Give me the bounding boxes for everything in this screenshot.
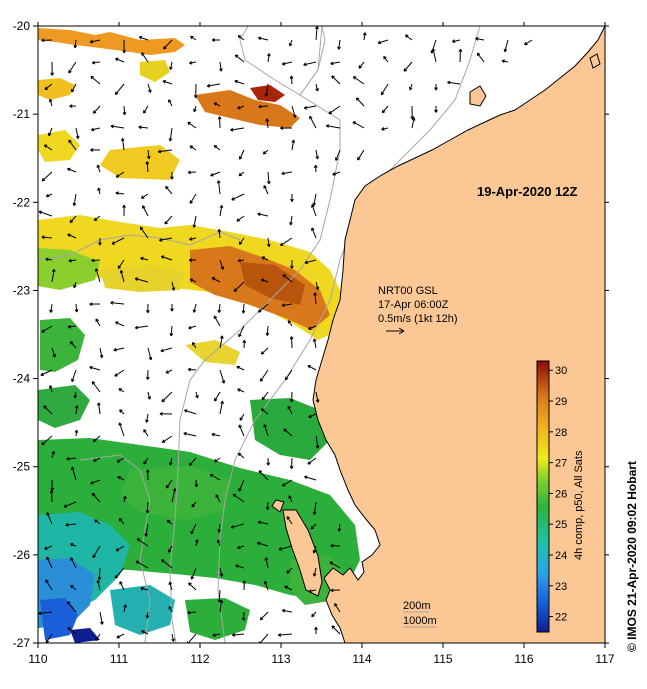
x-tick-label: 113	[271, 652, 290, 666]
y-tick-label: -27	[13, 636, 31, 650]
y-tick-label: -25	[13, 460, 31, 474]
y-tick-label: -26	[13, 548, 31, 562]
y-tick-label: -22	[13, 195, 31, 209]
colorbar-gradient	[537, 361, 549, 632]
y-tick-label: -20	[13, 19, 31, 33]
colorbar-tick-label: 26	[555, 488, 567, 500]
y-tick-label: -21	[13, 107, 31, 121]
colorbar-tick-label: 25	[555, 519, 567, 531]
isobath-1000m-label: 1000m	[403, 615, 437, 627]
source-time: 17-Apr 06:00Z	[378, 299, 449, 311]
x-tick-label: 110	[28, 652, 47, 666]
source-label: NRT00 GSL	[378, 285, 438, 297]
x-tick-label: 115	[433, 652, 452, 666]
colorbar-tick-label: 27	[555, 458, 567, 470]
isobath-200m-label: 200m	[403, 600, 431, 612]
colorbar-tick-label: 23	[555, 581, 567, 593]
x-tick-label: 114	[352, 652, 371, 666]
x-tick-label: 116	[514, 652, 533, 666]
x-tick-label: 112	[190, 652, 209, 666]
colorbar-tick-label: 30	[555, 365, 567, 377]
colorbar-tick-label: 29	[555, 396, 567, 408]
colorbar-label: 4h comp, p50, All Sats	[573, 450, 585, 560]
y-tick-label: -23	[13, 283, 31, 297]
colorbar-tick-label: 24	[555, 550, 567, 562]
map-title: 19-Apr-2020 12Z	[477, 184, 577, 199]
x-tick-label: 111	[110, 652, 129, 666]
x-tick-label: 117	[595, 652, 614, 666]
colorbar-tick-label: 22	[555, 612, 567, 624]
colorbar-tick-label: 28	[555, 427, 567, 439]
vector-scale-label: 0.5m/s (1kt 12h)	[378, 313, 457, 325]
credit-label: © IMOS 21-Apr-2020 09:02 Hobart	[625, 461, 639, 652]
y-tick-label: -24	[13, 372, 31, 386]
